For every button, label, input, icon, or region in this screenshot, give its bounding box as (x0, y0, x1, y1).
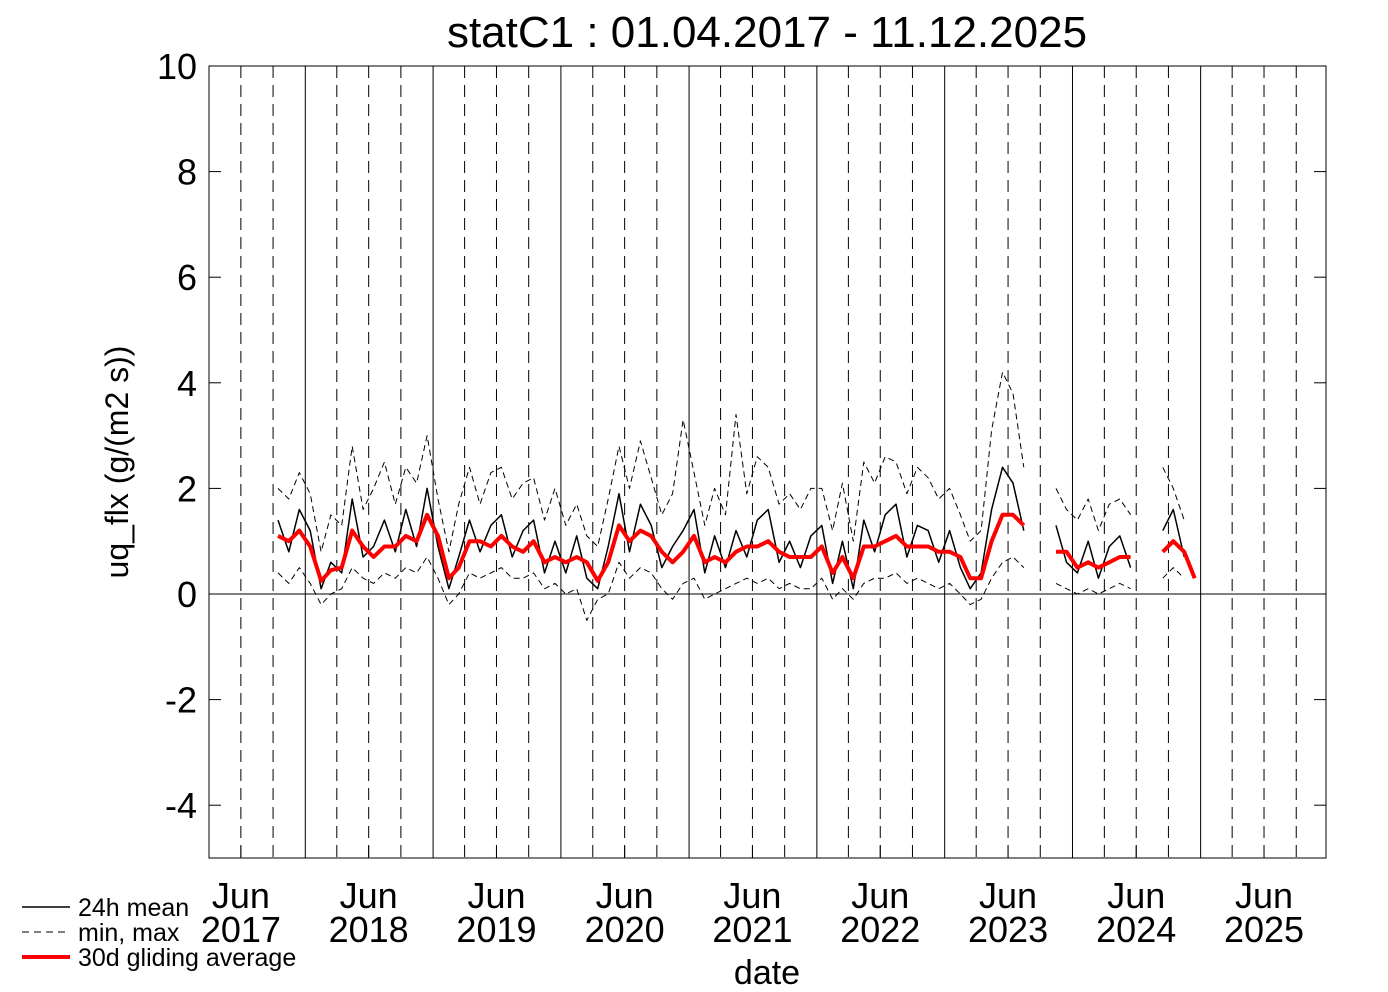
x-axis-label: date (734, 954, 800, 992)
plot-frame (208, 65, 1327, 859)
y-tick-label: 2 (177, 468, 197, 509)
x-tick-label: Jun 2022 (840, 875, 920, 950)
series-line (277, 556, 1185, 621)
y-tick-label: -2 (165, 680, 197, 721)
x-tick-label: Jun 2023 (968, 875, 1048, 950)
y-tick-label: -4 (165, 785, 197, 826)
x-tick-label: Jun 2024 (1096, 875, 1176, 950)
x-tick-label: Jun 2020 (585, 875, 665, 950)
y-tick-label: 4 (177, 363, 197, 404)
series-line (277, 512, 1197, 583)
x-tick-label: Jun 2018 (329, 875, 409, 950)
y-tick-label: 0 (177, 574, 197, 615)
legend-label: min, max (78, 919, 180, 947)
x-tick-label: Jun 2025 (1224, 875, 1304, 950)
y-tick-label: 8 (177, 152, 197, 193)
y-axis-label: uq_flx (g/(m2 s)) (99, 346, 135, 579)
chart-title: statC1 : 01.04.2017 - 11.12.2025 (447, 8, 1087, 57)
legend-label: 24h mean (78, 894, 189, 922)
series-line (277, 371, 1185, 553)
x-tick-label: Jun 2019 (456, 875, 536, 950)
series-line (277, 466, 1185, 590)
legend-label: 30d gliding average (78, 944, 296, 972)
x-tick-label: Jun 2017 (201, 875, 281, 950)
y-tick-label: 6 (177, 257, 197, 298)
x-tick-label: Jun 2021 (712, 875, 792, 950)
y-tick-label: 10 (157, 46, 197, 87)
